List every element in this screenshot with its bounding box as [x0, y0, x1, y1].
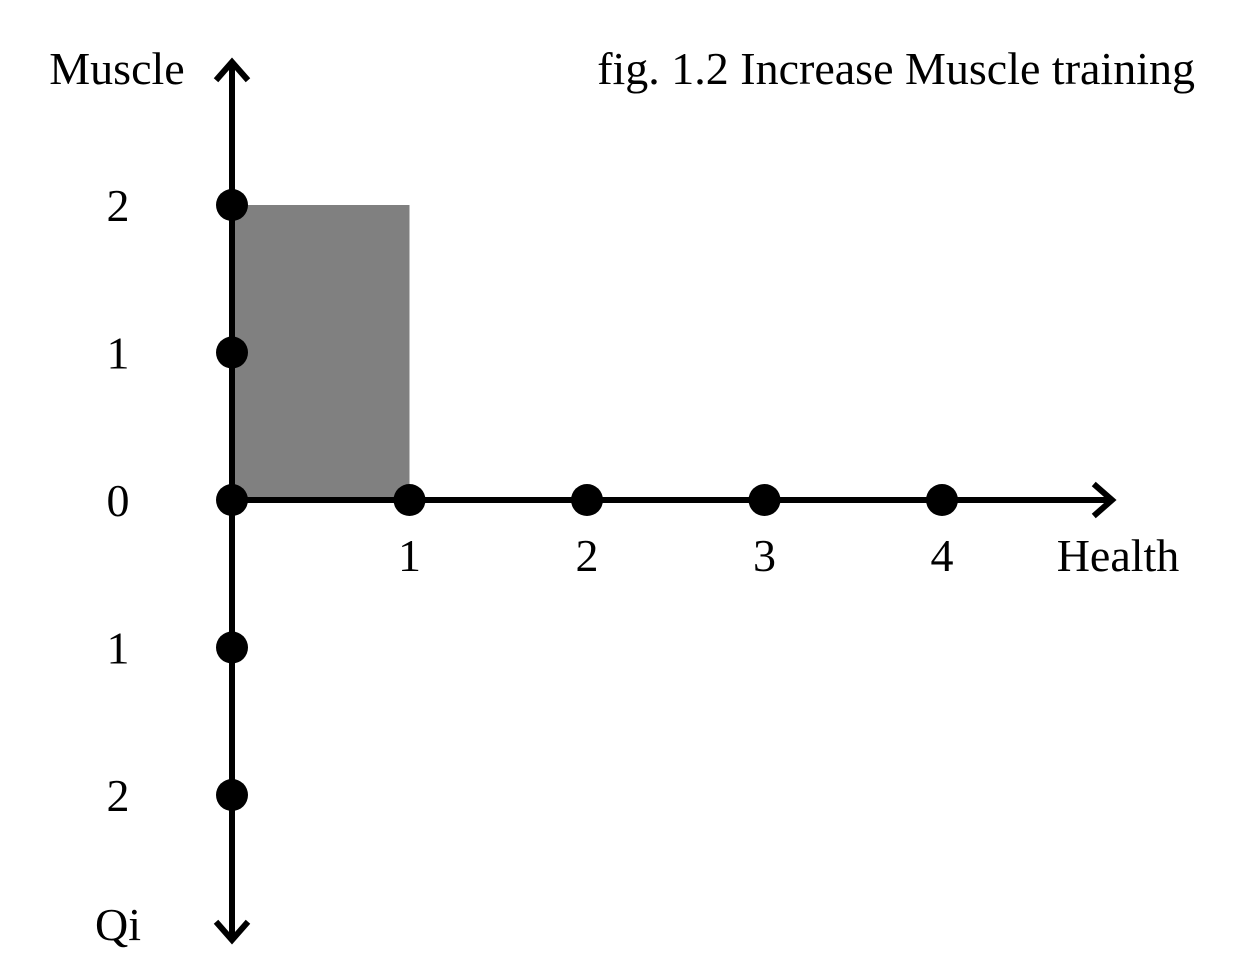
axes-layer — [213, 57, 1117, 945]
vertical-tick-dot — [216, 631, 248, 664]
muscle-axis-label: Muscle — [49, 43, 184, 94]
horizontal-tick-dot — [748, 484, 781, 516]
horizontal-tick-dot — [393, 484, 426, 516]
vertical-tick-label: 2 — [107, 180, 130, 231]
vertical-tick-label: 1 — [107, 328, 130, 379]
highlight-region — [232, 205, 410, 500]
labels-layer: fig. 1.2 Increase Muscle training Muscle… — [49, 43, 1195, 950]
horizontal-tick-label: 2 — [576, 530, 599, 581]
vertical-tick-label: 0 — [107, 475, 130, 526]
vertical-tick-dot — [216, 484, 248, 516]
vertical-tick-label: 2 — [107, 770, 130, 821]
horizontal-tick-label: 3 — [753, 530, 776, 581]
vertical-tick-dot — [216, 189, 248, 221]
up-arrowhead — [213, 57, 251, 83]
qi-axis-label: Qi — [95, 899, 141, 950]
horizontal-tick-label: 4 — [931, 530, 954, 581]
figure-title: fig. 1.2 Increase Muscle training — [597, 43, 1195, 94]
horizontal-tick-dot — [926, 484, 958, 516]
horizontal-tick-dot — [571, 484, 603, 516]
vertical-tick-label: 1 — [107, 623, 130, 674]
tick-dots-layer — [216, 189, 958, 811]
vertical-tick-dot — [216, 779, 248, 811]
highlight-region-layer — [232, 205, 410, 500]
right-arrowhead — [1091, 481, 1117, 519]
down-arrowhead — [213, 919, 251, 945]
vertical-tick-dot — [216, 336, 248, 369]
health-axis-label: Health — [1057, 530, 1180, 581]
horizontal-tick-label: 1 — [398, 530, 421, 581]
